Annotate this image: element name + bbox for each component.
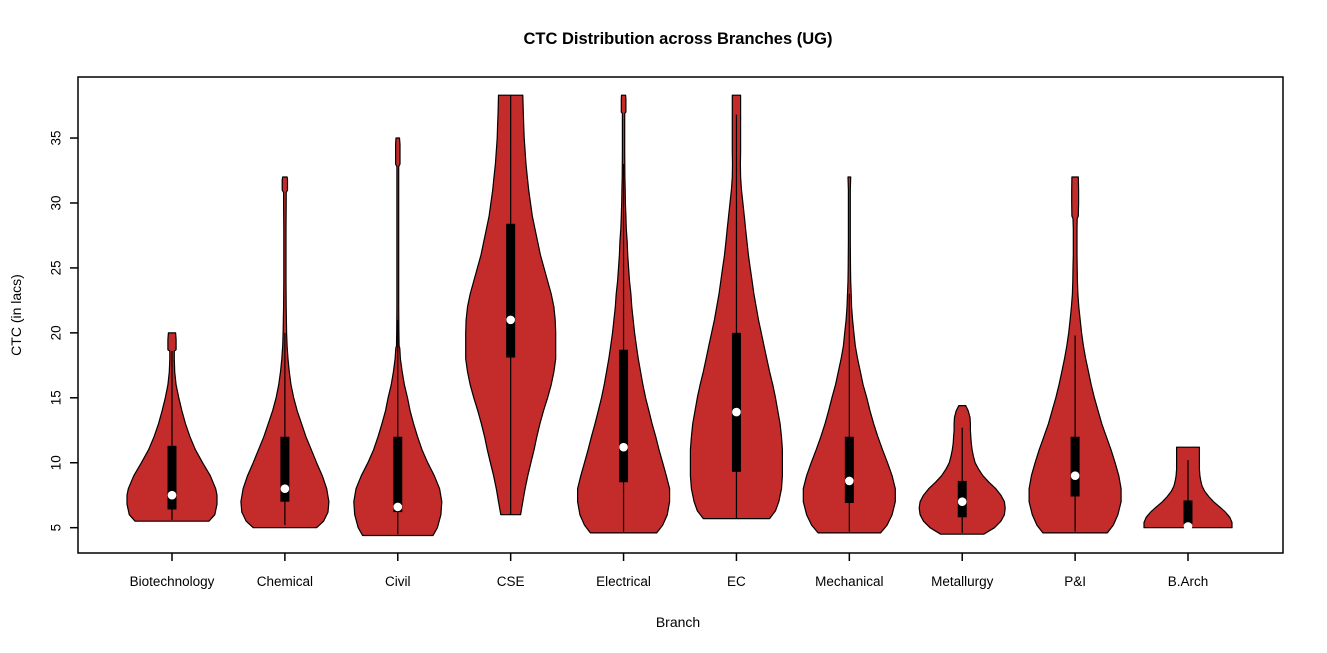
x-tick-label-ec: EC bbox=[727, 574, 746, 589]
median-dot-metallurgy bbox=[957, 497, 967, 506]
iqr-box-biotechnology bbox=[167, 445, 177, 510]
y-tick-label: 25 bbox=[49, 260, 64, 275]
x-tick-label-mechanical: Mechanical bbox=[815, 574, 883, 589]
iqr-box-electrical bbox=[619, 349, 629, 483]
y-tick-label: 5 bbox=[49, 524, 64, 532]
x-axis-label: Branch bbox=[656, 614, 700, 630]
x-tick-label-p-i: P&I bbox=[1064, 574, 1086, 589]
iqr-box-civil bbox=[393, 436, 403, 513]
x-tick-label-b-arch: B.Arch bbox=[1168, 574, 1209, 589]
x-tick-label-chemical: Chemical bbox=[257, 574, 313, 589]
x-tick-label-electrical: Electrical bbox=[596, 574, 651, 589]
median-dot-biotechnology bbox=[167, 490, 177, 500]
iqr-box-p-i bbox=[1070, 436, 1080, 497]
iqr-box-mechanical bbox=[844, 436, 854, 503]
plot-content: 5 10 15 20 25 30 35 Biotechnology Chemical Civil C… bbox=[49, 94, 1233, 589]
median-dot-chemical bbox=[280, 484, 290, 494]
plot-border bbox=[77, 76, 1284, 554]
y-tick-label: 30 bbox=[49, 195, 64, 210]
iqr-box-cse bbox=[506, 223, 516, 358]
iqr-box-b-arch bbox=[1183, 500, 1193, 524]
y-tick-label: 10 bbox=[49, 455, 64, 470]
median-dot-civil bbox=[393, 502, 403, 512]
iqr-box-ec bbox=[731, 332, 741, 472]
x-tick-label-cse: CSE bbox=[497, 574, 525, 589]
y-axis-label: CTC (in lacs) bbox=[8, 274, 24, 356]
chart-title: CTC Distribution across Branches (UG) bbox=[524, 30, 833, 48]
median-dot-electrical bbox=[619, 442, 628, 452]
y-tick-label: 35 bbox=[49, 131, 64, 146]
median-dot-b-arch bbox=[1183, 522, 1193, 531]
median-dot-cse bbox=[506, 315, 515, 325]
iqr-box-chemical bbox=[280, 436, 290, 502]
median-dot-ec bbox=[732, 407, 741, 417]
y-tick-label: 15 bbox=[49, 390, 64, 405]
median-dot-p-i bbox=[1070, 471, 1080, 481]
x-tick-label-biotechnology: Biotechnology bbox=[130, 574, 215, 589]
x-tick-label-civil: Civil bbox=[385, 574, 411, 589]
y-tick-label: 20 bbox=[49, 325, 64, 340]
median-dot-mechanical bbox=[845, 476, 854, 486]
x-tick-label-metallurgy: Metallurgy bbox=[931, 574, 994, 589]
